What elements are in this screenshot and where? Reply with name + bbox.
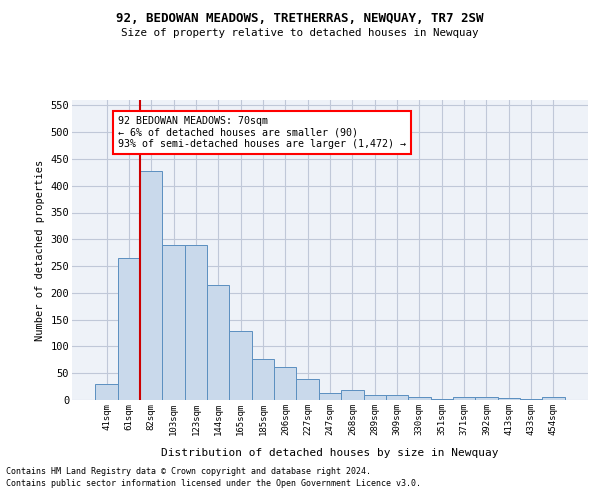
Bar: [497, 398, 520, 400]
Bar: [118, 258, 140, 400]
Bar: [140, 170, 163, 400]
Bar: [364, 394, 386, 400]
Bar: [252, 359, 274, 400]
Text: 92, BEDOWAN MEADOWS, TRETHERRAS, NEWQUAY, TR7 2SW: 92, BEDOWAN MEADOWS, TRETHERRAS, NEWQUAY…: [116, 12, 484, 26]
Y-axis label: Number of detached properties: Number of detached properties: [35, 160, 45, 340]
Bar: [95, 384, 118, 400]
Text: Distribution of detached houses by size in Newquay: Distribution of detached houses by size …: [161, 448, 499, 458]
Bar: [542, 398, 565, 400]
Bar: [207, 285, 229, 400]
Bar: [296, 378, 319, 400]
Text: Size of property relative to detached houses in Newquay: Size of property relative to detached ho…: [121, 28, 479, 38]
Bar: [341, 390, 364, 400]
Text: 92 BEDOWAN MEADOWS: 70sqm
← 6% of detached houses are smaller (90)
93% of semi-d: 92 BEDOWAN MEADOWS: 70sqm ← 6% of detach…: [118, 116, 406, 150]
Bar: [274, 367, 296, 400]
Bar: [229, 332, 252, 400]
Text: Contains public sector information licensed under the Open Government Licence v3: Contains public sector information licen…: [6, 478, 421, 488]
Bar: [408, 398, 431, 400]
Bar: [319, 392, 341, 400]
Bar: [386, 394, 408, 400]
Bar: [475, 397, 497, 400]
Bar: [185, 244, 207, 400]
Bar: [163, 244, 185, 400]
Bar: [520, 399, 542, 400]
Text: Contains HM Land Registry data © Crown copyright and database right 2024.: Contains HM Land Registry data © Crown c…: [6, 467, 371, 476]
Bar: [453, 398, 475, 400]
